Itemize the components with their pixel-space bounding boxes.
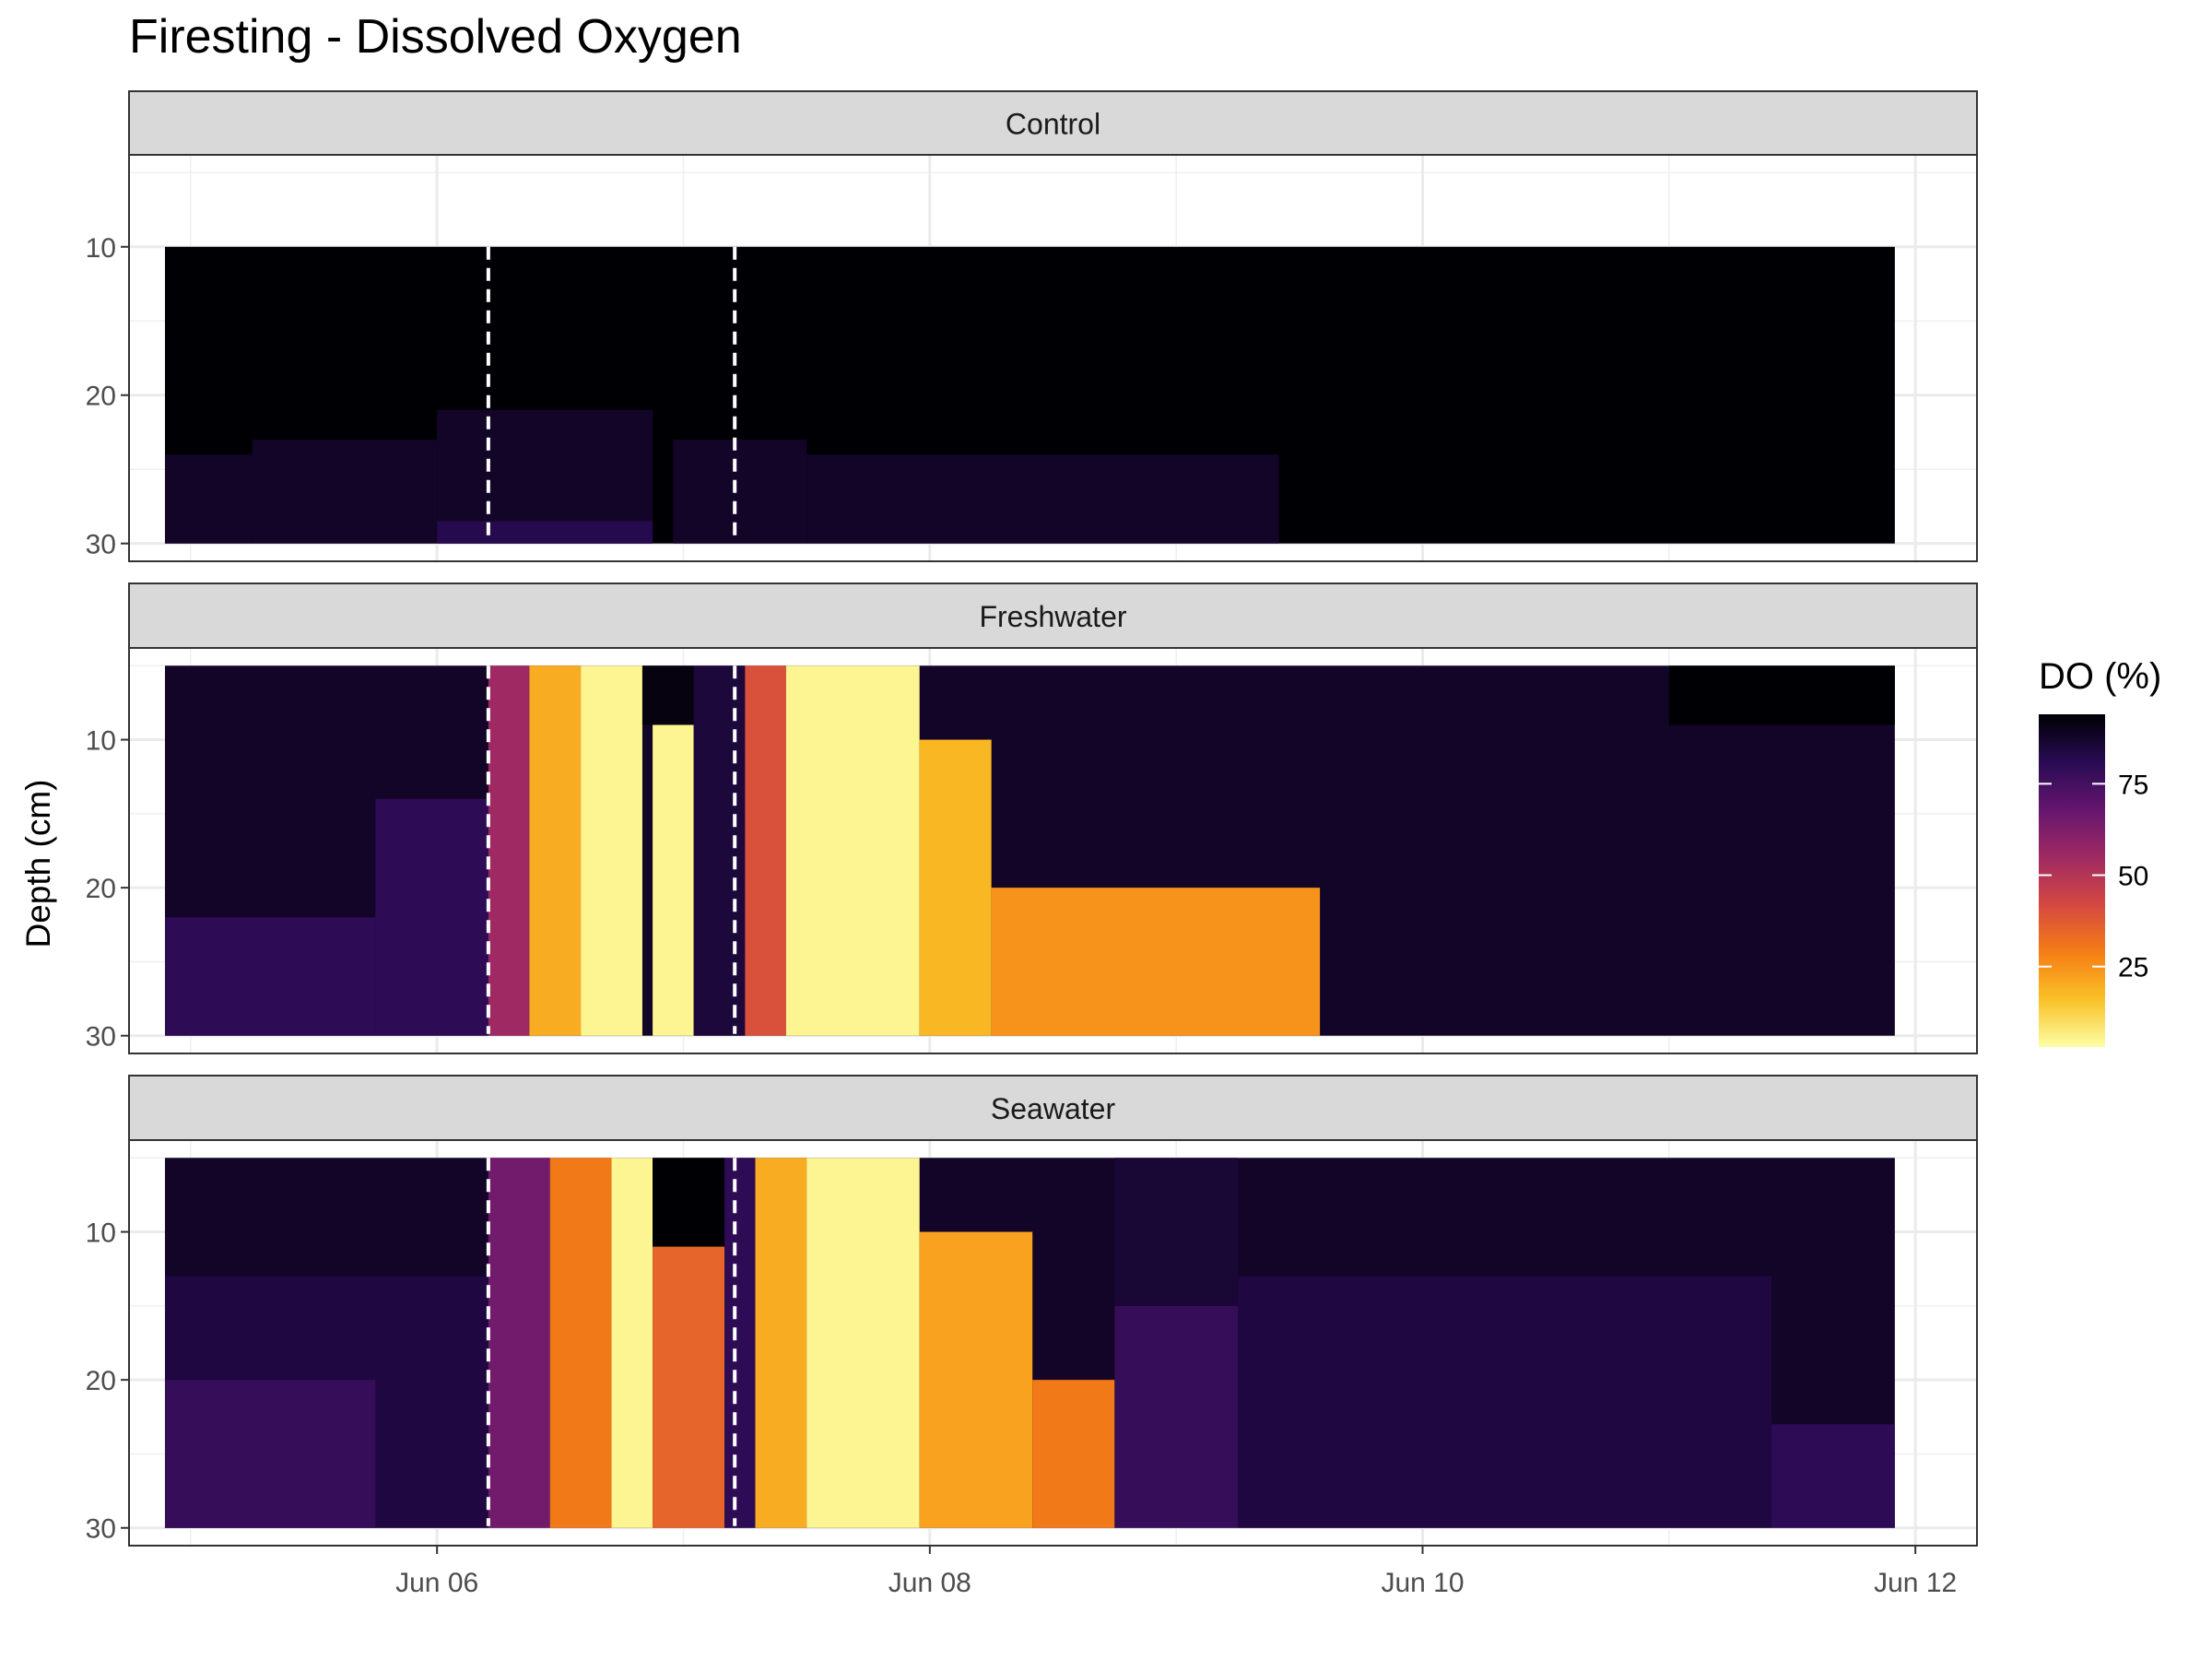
do-region	[252, 440, 438, 544]
contour-regions	[164, 665, 1895, 1036]
y-tick-label: 20	[86, 874, 116, 904]
do-region	[755, 1158, 807, 1528]
do-region	[653, 1246, 725, 1528]
x-tick-label: Jun 12	[1874, 1568, 1957, 1598]
do-region	[1771, 1424, 1895, 1528]
do-region	[1032, 1380, 1115, 1528]
do-region	[991, 888, 1321, 1036]
facet-strip	[128, 582, 1978, 649]
chart-title: Firesting - Dissolved Oxygen	[129, 10, 742, 64]
do-region	[1114, 1305, 1238, 1528]
y-tick-label: 10	[86, 726, 116, 757]
do-region	[164, 917, 376, 1036]
do-region	[724, 1158, 756, 1528]
do-region	[806, 454, 1279, 544]
do-region	[164, 1380, 376, 1528]
do-region	[549, 1158, 612, 1528]
do-region	[581, 665, 642, 1036]
do-region	[437, 521, 653, 544]
y-tick-label: 30	[86, 530, 116, 560]
do-region	[745, 665, 786, 1036]
do-region	[653, 1158, 725, 1247]
y-tick-label: 20	[86, 382, 116, 412]
y-tick-label: 30	[86, 1022, 116, 1053]
legend: DO (%) 25 50 75	[2039, 656, 2161, 1047]
legend-tick-label: 25	[2118, 953, 2148, 983]
do-region	[693, 665, 746, 1036]
facet-label: Freshwater	[979, 600, 1126, 633]
facet-strip	[128, 1075, 1978, 1141]
contour-regions	[164, 1158, 1895, 1528]
panel-border	[128, 647, 1978, 1054]
facet-control: Control 10 20 30	[86, 90, 1978, 562]
legend-colorbar	[2039, 714, 2105, 1047]
x-tick-label: Jun 08	[888, 1568, 971, 1598]
do-region	[1114, 1158, 1238, 1306]
facet-seawater: Seawater 10 20 30	[86, 1075, 1978, 1547]
do-region	[1668, 665, 1895, 725]
do-region	[375, 798, 488, 1036]
do-region	[806, 1158, 920, 1528]
do-region	[673, 440, 807, 544]
y-tick-label: 10	[86, 233, 116, 264]
do-region	[488, 1158, 550, 1528]
do-region	[529, 665, 582, 1036]
legend-tick-label: 75	[2118, 770, 2148, 800]
do-region	[641, 665, 694, 725]
facet-label: Control	[1006, 108, 1100, 141]
do-region	[919, 739, 992, 1036]
facet-strip	[128, 90, 1978, 156]
y-tick-label: 20	[86, 1366, 116, 1396]
legend-tick-label: 50	[2118, 862, 2148, 892]
facet-freshwater: Freshwater 10 20 30	[86, 582, 1978, 1054]
legend-title: DO (%)	[2039, 656, 2161, 697]
panel-border	[128, 154, 1978, 562]
facet-label: Seawater	[991, 1092, 1116, 1125]
do-region	[164, 454, 253, 544]
y-tick-label: 30	[86, 1514, 116, 1545]
do-region	[1238, 1276, 1772, 1528]
do-region	[653, 724, 694, 1036]
x-tick-label: Jun 10	[1381, 1568, 1464, 1598]
do-region	[919, 1231, 1033, 1528]
panel-border	[128, 1139, 1978, 1547]
contour-regions	[164, 246, 1895, 544]
do-region	[611, 1158, 653, 1528]
do-region	[785, 665, 920, 1036]
do-region	[488, 665, 530, 1036]
x-tick-label: Jun 06	[395, 1568, 478, 1598]
y-tick-label: 10	[86, 1218, 116, 1249]
